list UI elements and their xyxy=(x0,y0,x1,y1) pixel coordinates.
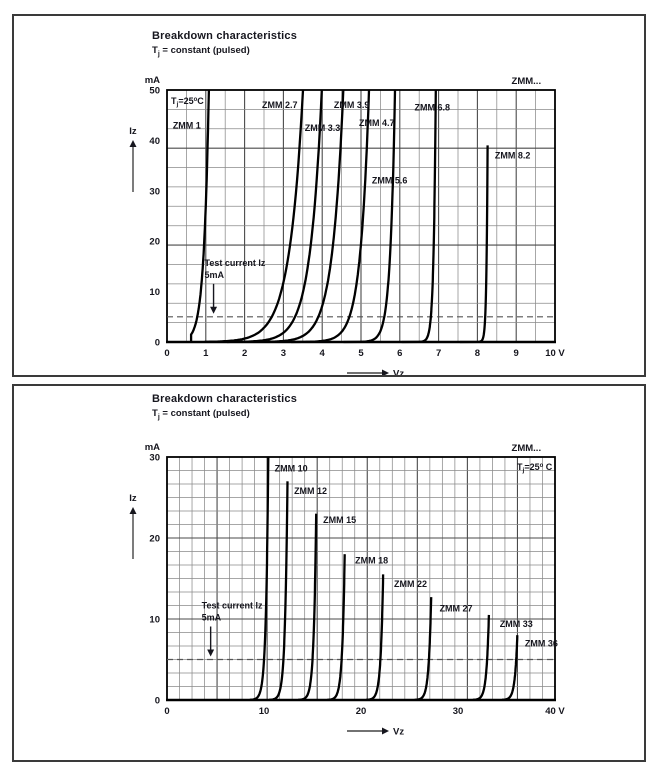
curve-zmm-10 xyxy=(249,456,270,701)
x-tick-label: 30 xyxy=(453,706,464,717)
curve-label-zmm-6-8: ZMM 6.8 xyxy=(415,103,451,113)
curve-label-zmm-2-7: ZMM 2.7 xyxy=(262,100,298,110)
y-tick-label: 20 xyxy=(149,237,160,248)
y-axis-unit: mA xyxy=(145,75,160,86)
y-tick-label: 40 xyxy=(149,136,160,147)
curve-zmm-1 xyxy=(189,89,211,342)
x-tick-label: 2 xyxy=(242,348,247,359)
y-tick-label: 0 xyxy=(155,696,160,707)
chart-title: Breakdown characteristics xyxy=(152,30,298,42)
test-current-annotation-line1: Test current Iz xyxy=(202,601,263,611)
curve-label-zmm-12: ZMM 12 xyxy=(294,486,327,496)
x-tick-label: 20 xyxy=(356,706,367,717)
x-tick-label: 8 xyxy=(475,348,480,359)
curve-label-zmm-22: ZMM 22 xyxy=(394,579,427,589)
y-tick-label: 0 xyxy=(155,338,160,349)
x-tick-label: 0 xyxy=(164,348,169,359)
curve-zmm-15 xyxy=(298,513,318,701)
breakdown-chart-high-voltage: ZMM 10 ZMM 12 ZMM 15 ZMM 18 ZMM 22 ZMM 27 ZMM … xyxy=(129,442,565,738)
curve-label-zmm-36: ZMM 36 xyxy=(525,638,558,648)
x-axis-label: Vz xyxy=(393,369,404,376)
curve-label-zmm-15: ZMM 15 xyxy=(323,515,356,525)
test-current-annotation-line2: 5mA xyxy=(205,270,225,280)
y-axis-arrow-head xyxy=(129,507,137,514)
curve-zmm-27 xyxy=(414,597,433,701)
curve-label-zmm-1: ZMM 1 xyxy=(173,120,201,130)
breakdown-panel-high-voltage: Breakdown characteristics Tj = constant … xyxy=(12,384,646,762)
x-tick-label: 10 V xyxy=(545,348,565,359)
x-tick-label: 9 xyxy=(514,348,519,359)
x-axis-arrow-head xyxy=(382,369,389,375)
x-tick-label: 10 xyxy=(259,706,270,717)
curve-zmm-36 xyxy=(501,635,519,701)
curve-label-zmm-27: ZMM 27 xyxy=(440,603,473,613)
curve-label-zmm-10: ZMM 10 xyxy=(275,463,308,473)
chart-condition: Tj = constant (pulsed) xyxy=(152,408,250,421)
breakdown-chart-low-voltage: ZMM 1 ZMM 2.7 ZMM 3.3 ZMM 3.9 ZMM 4.7 ZMM 5.6… xyxy=(129,75,565,376)
x-tick-label: 40 V xyxy=(545,706,565,717)
curve-zmm-22 xyxy=(366,574,385,701)
curve-label-zmm-3-9: ZMM 3.9 xyxy=(334,100,370,110)
y-tick-label: 10 xyxy=(149,615,160,626)
curve-zmm-33 xyxy=(472,614,491,701)
y-tick-label: 30 xyxy=(149,453,160,464)
x-tick-label: 0 xyxy=(164,706,169,717)
temperature-condition-label: Tj=25oC xyxy=(171,96,204,108)
x-tick-label: 3 xyxy=(281,348,286,359)
curve-zmm-12 xyxy=(269,481,289,701)
temperature-condition-label: Tj=25o C xyxy=(517,462,553,474)
curve-zmm-3-3 xyxy=(227,89,323,344)
y-axis-unit: mA xyxy=(145,442,160,453)
x-axis-label: Vz xyxy=(393,727,404,738)
curve-zmm-4-7 xyxy=(291,89,371,344)
curve-label-zmm-8-2: ZMM 8.2 xyxy=(495,151,531,161)
curve-zmm-5-6 xyxy=(343,89,397,344)
curve-label-zmm-4-7: ZMM 4.7 xyxy=(359,118,395,128)
x-tick-label: 6 xyxy=(397,348,402,359)
curve-label-zmm-5-6: ZMM 5.6 xyxy=(372,176,408,186)
series-family-label: ZMM... xyxy=(512,76,542,87)
chart-condition: Tj = constant (pulsed) xyxy=(152,45,250,58)
y-axis-label: Iz xyxy=(129,126,137,137)
y-axis-arrow-head xyxy=(129,140,137,147)
curve-label-zmm-33: ZMM 33 xyxy=(500,619,533,629)
curve-zmm-18 xyxy=(327,554,346,701)
y-tick-label: 20 xyxy=(149,534,160,545)
curve-zmm-6-8 xyxy=(401,89,437,344)
y-tick-label: 30 xyxy=(149,186,160,197)
x-tick-label: 1 xyxy=(203,348,209,359)
curve-label-zmm-3-3: ZMM 3.3 xyxy=(305,123,341,133)
x-tick-label: 7 xyxy=(436,348,441,359)
curve-zmm-8-2 xyxy=(459,145,489,344)
y-tick-label: 10 xyxy=(149,287,160,298)
y-axis-label: Iz xyxy=(129,493,137,504)
x-tick-label: 4 xyxy=(320,348,326,359)
y-tick-label: 50 xyxy=(149,86,160,97)
x-axis-arrow-head xyxy=(382,727,389,735)
test-current-annotation-line1: Test current Iz xyxy=(205,258,266,268)
curve-zmm-2-7 xyxy=(204,89,305,343)
chart-title: Breakdown characteristics xyxy=(152,393,298,405)
curve-zmm-3-9 xyxy=(258,89,345,344)
test-current-annotation-line2: 5mA xyxy=(202,613,222,623)
series-family-label: ZMM... xyxy=(512,443,542,454)
test-current-arrow-head xyxy=(207,649,215,657)
curve-label-zmm-18: ZMM 18 xyxy=(355,556,388,566)
breakdown-panel-low-voltage: Breakdown characteristics Tj = constant … xyxy=(12,14,646,377)
test-current-arrow-head xyxy=(210,306,218,314)
x-tick-label: 5 xyxy=(358,348,364,359)
